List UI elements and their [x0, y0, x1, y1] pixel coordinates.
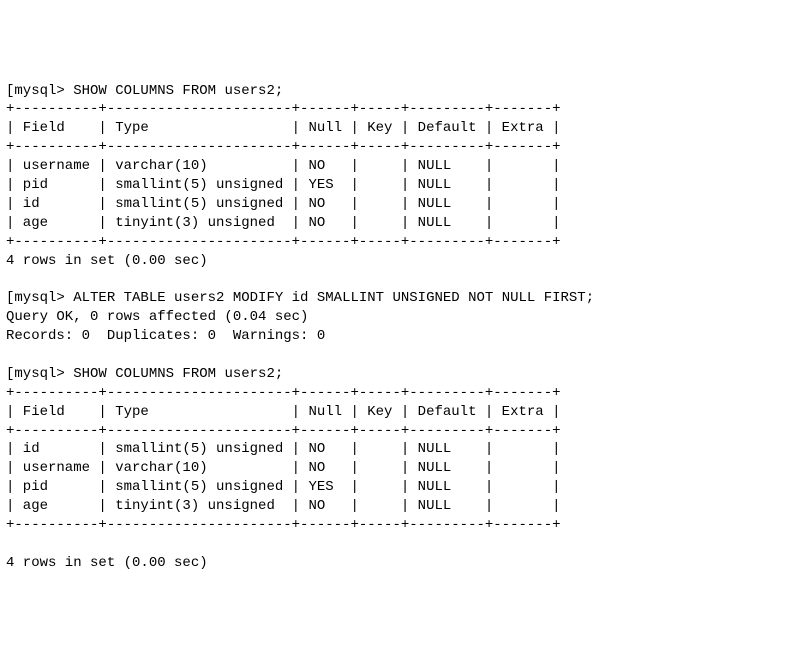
prompt: mysql> — [14, 290, 73, 306]
table1-footer: 4 rows in set (0.00 sec) — [6, 252, 800, 271]
table1-border-top: +----------+----------------------+-----… — [6, 100, 800, 119]
table1-border-mid: +----------+----------------------+-----… — [6, 138, 800, 157]
cmd-line-1: [mysql> SHOW COLUMNS FROM users2; — [6, 82, 800, 101]
cmd-line-2: [mysql> ALTER TABLE users2 MODIFY id SMA… — [6, 289, 800, 308]
table1-border-bot: +----------+----------------------+-----… — [6, 233, 800, 252]
table2-border-top: +----------+----------------------+-----… — [6, 384, 800, 403]
alter-result-2: Records: 0 Duplicates: 0 Warnings: 0 — [6, 327, 800, 346]
command-show-1: SHOW COLUMNS FROM users2; — [73, 83, 283, 99]
table2-border-mid: +----------+----------------------+-----… — [6, 422, 800, 441]
command-show-2: SHOW COLUMNS FROM users2; — [73, 366, 283, 382]
table1-row-0: | username | varchar(10) | NO | | NULL |… — [6, 157, 800, 176]
table1-row-3: | age | tinyint(3) unsigned | NO | | NUL… — [6, 214, 800, 233]
table1-header: | Field | Type | Null | Key | Default | … — [6, 119, 800, 138]
table2-border-bot: +----------+----------------------+-----… — [6, 516, 800, 535]
blank-2 — [6, 346, 800, 365]
table2-row-2: | pid | smallint(5) unsigned | YES | | N… — [6, 478, 800, 497]
table2-footer: 4 rows in set (0.00 sec) — [6, 554, 800, 573]
command-alter: ALTER TABLE users2 MODIFY id SMALLINT UN… — [73, 290, 594, 306]
table2-row-0: | id | smallint(5) unsigned | NO | | NUL… — [6, 440, 800, 459]
prompt: mysql> — [14, 83, 73, 99]
table2-row-1: | username | varchar(10) | NO | | NULL |… — [6, 459, 800, 478]
table1-row-2: | id | smallint(5) unsigned | NO | | NUL… — [6, 195, 800, 214]
cmd-line-3: [mysql> SHOW COLUMNS FROM users2; — [6, 365, 800, 384]
blank-3 — [6, 535, 800, 554]
alter-result-1: Query OK, 0 rows affected (0.04 sec) — [6, 308, 800, 327]
table2-header: | Field | Type | Null | Key | Default | … — [6, 403, 800, 422]
blank-1 — [6, 270, 800, 289]
table1-row-1: | pid | smallint(5) unsigned | YES | | N… — [6, 176, 800, 195]
prompt: mysql> — [14, 366, 73, 382]
